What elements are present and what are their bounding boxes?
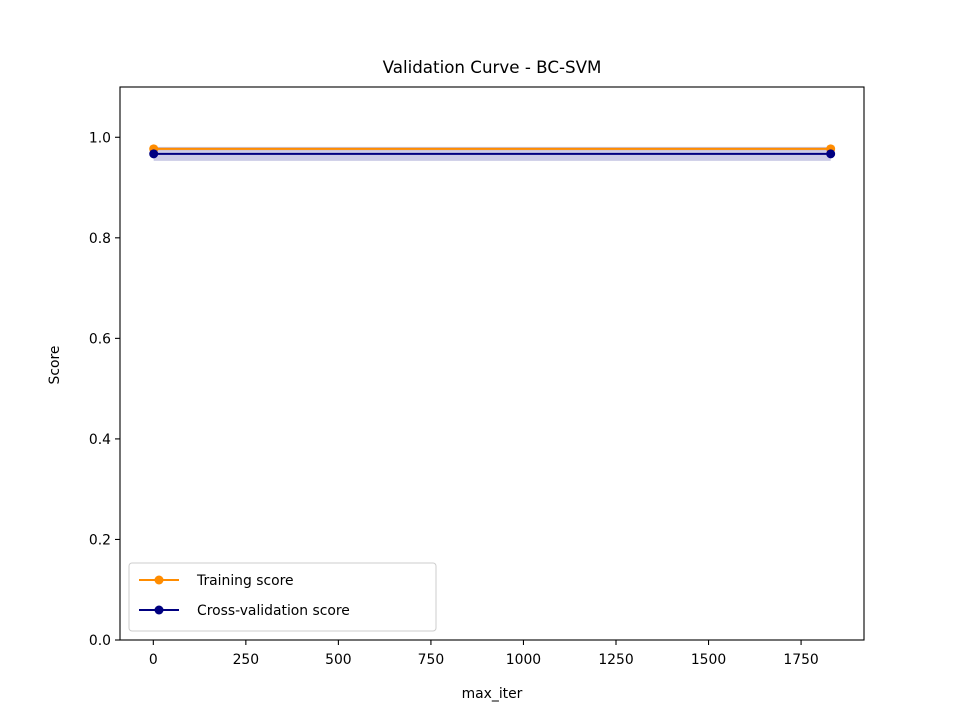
chart-title: Validation Curve - BC-SVM	[383, 57, 602, 77]
y-axis-label: Score	[47, 346, 63, 385]
x-tick-label-500: 500	[325, 652, 352, 668]
legend-marker-2	[154, 605, 164, 615]
y-tick-label-1: 1.0	[89, 130, 111, 146]
x-axis-label: max_iter	[462, 686, 523, 702]
data-point-s2-2	[826, 149, 836, 159]
legend-marker-1	[154, 575, 164, 585]
x-tick-label-250: 250	[233, 652, 260, 668]
y-tick-label-0.2: 0.2	[89, 532, 111, 548]
x-tick-label-1500: 1500	[691, 652, 726, 668]
legend-label-2: Cross-validation score	[197, 603, 350, 619]
plot-area: 0 250 500 750 1000 1250 1500 1750 0.0 0.2 0.4 0.6 0.…	[89, 86, 865, 668]
y-tick-label-0.6: 0.6	[89, 331, 111, 347]
y-tick-label-0.4: 0.4	[89, 432, 111, 448]
x-tick-label-1000: 1000	[506, 652, 541, 668]
data-point-s2-1	[149, 149, 159, 159]
x-tick-label-750: 750	[418, 652, 445, 668]
legend-box	[128, 562, 437, 632]
y-tick-label-0.8: 0.8	[89, 231, 111, 247]
legend-label-1: Training score	[196, 573, 294, 589]
plot-frame	[119, 86, 865, 641]
y-tick-label-0: 0.0	[89, 633, 111, 649]
x-tick-label-0: 0	[149, 652, 158, 668]
x-tick-label-1750: 1750	[783, 652, 818, 668]
x-tick-label-1250: 1250	[598, 652, 633, 668]
